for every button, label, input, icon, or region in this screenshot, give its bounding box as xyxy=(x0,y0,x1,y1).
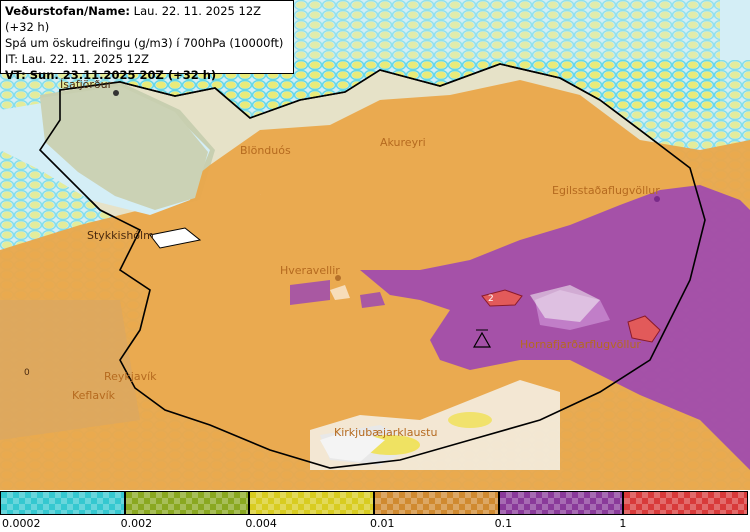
legend-swatch xyxy=(0,491,125,515)
info-line-2: Spá um öskudreifingu (g/m3) í 700hPa (10… xyxy=(5,36,284,50)
forecast-info-box: Veðurstofan/Name: Lau. 22. 11. 2025 12Z … xyxy=(0,0,294,82)
place-label-hveravellir: Hveravellir xyxy=(280,264,340,277)
legend-tick-label: 1 xyxy=(619,517,627,530)
legend-tick-label: 0.01 xyxy=(370,517,395,530)
legend-tick-label: 0.1 xyxy=(494,517,513,530)
legend-color-bar xyxy=(0,491,748,515)
volcano-symbol xyxy=(472,331,492,348)
place-label-kirkjubaejar: Kirkjubæjarklaustu xyxy=(334,426,438,439)
glacier-vatnajokull xyxy=(530,285,600,322)
ash-red-patch-1 xyxy=(481,289,523,307)
place-label-isafjordur: Ísafjörður xyxy=(60,78,113,91)
ash-red-patch-2 xyxy=(627,315,661,343)
coast-value-label: 0 xyxy=(24,368,30,378)
coastline xyxy=(38,63,706,469)
legend-tick-label: 0.002 xyxy=(120,517,153,530)
place-label-reykjavik: Reykjavík xyxy=(104,370,157,383)
place-label-stykkisholmur: Stykkishólm xyxy=(87,229,154,242)
legend-tick-label: 0.0002 xyxy=(2,517,41,530)
ash-concentration-legend: 0.0002 0.002 0.004 0.01 0.1 1 xyxy=(0,490,750,532)
place-label-hornafjordur: Hornafjarðarflugvöllur xyxy=(520,338,641,351)
ash-dispersion-map xyxy=(0,0,750,490)
legend-swatch xyxy=(374,491,499,515)
legend-tick-label: 0.004 xyxy=(245,517,277,530)
info-line-4: VT: Sun. 23.11.2025 20Z (+32 h) xyxy=(5,68,217,82)
contour-value-label: 2 xyxy=(488,294,494,304)
legend-swatch xyxy=(249,491,374,515)
place-label-blonduos: Blönduós xyxy=(240,144,291,157)
legend-swatch xyxy=(124,491,250,515)
info-line-1: Veðurstofan/Name: Lau. 22. 11. 2025 12Z … xyxy=(5,4,262,34)
info-line-3: IT: Lau. 22. 11. 2025 12Z xyxy=(5,52,150,66)
ash-orange-field xyxy=(0,80,750,490)
legend-swatch xyxy=(623,491,748,515)
place-label-keflavik: Keflavík xyxy=(72,389,116,402)
place-label-egilsstadir: Egilsstaðaflugvöllur xyxy=(552,184,660,197)
legend-swatch xyxy=(498,491,624,515)
place-label-akureyri: Akureyri xyxy=(380,136,426,149)
